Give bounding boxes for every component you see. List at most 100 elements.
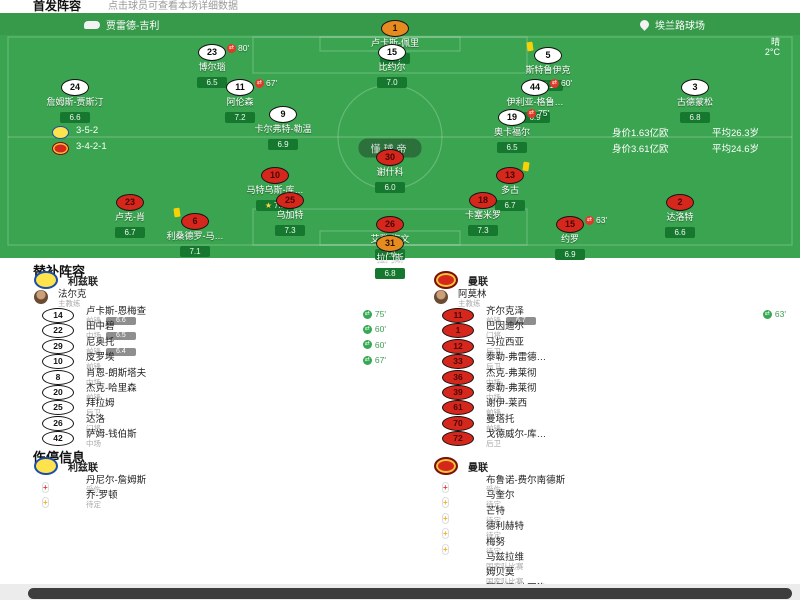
player-marker-away-30[interactable]: 30 谢什科 6.0 bbox=[330, 147, 450, 195]
team-name: 曼联 bbox=[468, 276, 488, 288]
sub-player-rating: 6.5 bbox=[106, 332, 136, 341]
sub-player-info: 肖恩-朗斯塔夫 中场 bbox=[86, 368, 146, 387]
temperature-text: 2°C bbox=[764, 47, 780, 57]
player-number: 24 bbox=[61, 79, 89, 96]
pitch: 贾雷德-吉利 埃兰路球场 晴 2°C 懂球帝 3-5-2 身价1.63亿欧 平均… bbox=[0, 13, 800, 279]
sub-player-info: 杰克-哈里森 前锋 bbox=[86, 384, 137, 402]
sub-player-position: 中场 bbox=[86, 439, 101, 449]
sub-off-time: 67' bbox=[266, 78, 278, 88]
sub-player-number: 26 bbox=[42, 415, 74, 431]
sub-player-position: 后卫 bbox=[486, 346, 501, 356]
player-rating: 6.0 bbox=[375, 182, 405, 193]
sub-player-info: 尼奥托 前锋 6.4 bbox=[86, 338, 136, 356]
player-marker-home-11[interactable]: 11 ⇄ 67' 阿伦森 7.2 bbox=[180, 77, 300, 125]
player-marker-away-23[interactable]: 23 卢克-肖 6.7 bbox=[70, 192, 190, 240]
player-name: 斯特鲁伊克 bbox=[525, 65, 571, 75]
player-name: 卡塞米罗 bbox=[464, 210, 501, 220]
sub-player-position: 中场 bbox=[486, 393, 501, 402]
home-team-badge-icon bbox=[34, 457, 58, 475]
sub-on-icon: ⇄ bbox=[362, 355, 372, 365]
sub-off-icon: ⇄ bbox=[527, 108, 536, 118]
sub-player-meta: 中场 6.5 bbox=[86, 332, 136, 341]
sub-player-number: 1 bbox=[442, 323, 474, 339]
venue-block: 埃兰路球场 bbox=[638, 17, 705, 32]
sub-on-time: 67' bbox=[374, 355, 386, 366]
injury-player-info: 梅努 待定 bbox=[486, 537, 505, 556]
player-rating: 7.2 bbox=[225, 112, 255, 123]
player-name: 卢克-肖 bbox=[115, 212, 145, 222]
injury-player-info: 乔-罗顿 待定 bbox=[86, 491, 118, 509]
sub-player-number: 20 bbox=[42, 385, 74, 400]
injury-player-info: 芒特 待定 bbox=[486, 507, 505, 525]
injury-player-name: 芒特 bbox=[486, 505, 506, 517]
player-rating: 7.3 bbox=[275, 225, 305, 236]
sub-off-indicator: ⇄ 80' bbox=[227, 43, 249, 53]
player-rating: 6.7 bbox=[495, 200, 525, 211]
cross-pill: + bbox=[42, 482, 49, 493]
player-name: 詹姆斯-贾斯汀 bbox=[46, 97, 104, 107]
weather-text: 晴 bbox=[770, 37, 780, 47]
sub-player-name: 齐尔克泽 bbox=[486, 306, 525, 317]
player-marker-away-18[interactable]: 18 卡塞米罗 7.3 bbox=[423, 190, 543, 238]
team-name: 曼联 bbox=[468, 462, 488, 474]
sub-player-info: 马拉西亚 后卫 bbox=[486, 338, 524, 356]
player-marker-away-25[interactable]: 25 乌加特 7.3 bbox=[230, 190, 350, 238]
player-marker-away-15[interactable]: 15 ⇄ 63' 约罗 6.9 bbox=[510, 214, 630, 262]
sub-player-meta: 中场 bbox=[486, 394, 537, 402]
weather-block: 晴 2°C bbox=[765, 37, 780, 57]
player-marker-away-6[interactable]: 6 利桑德罗-马… 7.1 bbox=[135, 207, 255, 259]
player-name: 多古 bbox=[500, 185, 519, 195]
cross-pill: + bbox=[42, 497, 49, 509]
sub-player-name: 马拉西亚 bbox=[486, 336, 525, 348]
sub-player-position: 中场 bbox=[486, 377, 501, 387]
player-name: 阿伦森 bbox=[226, 97, 254, 107]
sub-player-info: 达洛 门将 bbox=[86, 415, 105, 433]
sub-player-info: 齐尔克泽 前锋 6.7 bbox=[486, 307, 536, 325]
player-marker-home-24[interactable]: 24 詹姆斯-贾斯汀 6.6 bbox=[15, 77, 135, 125]
doubtful-cross-icon: + bbox=[42, 492, 49, 510]
injury-player-name: 马兹拉维 bbox=[486, 552, 525, 563]
sub-player-number: 36 bbox=[442, 369, 474, 385]
coach-name: 阿莫林 bbox=[458, 289, 487, 300]
injuries-team-row-away: 曼联 bbox=[434, 457, 488, 475]
injuries-team-row-home: 利兹联 bbox=[34, 457, 98, 475]
injury-player-name: 丹尼尔-詹姆斯 bbox=[86, 475, 147, 486]
sub-player-position: 后卫 bbox=[486, 439, 501, 449]
sub-player-position: 前锋 bbox=[486, 423, 501, 433]
injury-status: 待定 bbox=[486, 531, 501, 541]
coach-row-away[interactable]: 阿莫林 主教练 bbox=[434, 290, 487, 308]
player-marker-home-9[interactable]: 9 卡尔弗特-勒温 6.9 bbox=[223, 104, 343, 152]
player-marker-home-15[interactable]: 15 比约尔 7.0 bbox=[332, 42, 452, 90]
page-title: 首发阵容 bbox=[33, 0, 82, 13]
player-number: 6 bbox=[181, 213, 209, 230]
player-marker-home-23[interactable]: 23 ⇄ 80' 博尔瑙 6.5 bbox=[152, 42, 272, 90]
coach-row-home[interactable]: 法尔克 主教练 bbox=[34, 290, 87, 308]
injury-player-name: 乔-罗顿 bbox=[86, 490, 118, 502]
player-marker-home-44[interactable]: 44 ⇄ 60' 伊利亚-格鲁… 6.9 bbox=[475, 77, 595, 125]
player-name: 博尔瑙 bbox=[198, 62, 226, 72]
player-marker-home-19[interactable]: 19 ⇄ 75' 奥卡福尔 6.5 bbox=[452, 107, 572, 155]
player-rating: 7.0 bbox=[377, 77, 407, 88]
coach-info: 阿莫林 主教练 bbox=[458, 290, 487, 308]
sub-player-meta: 前锋 bbox=[86, 363, 115, 371]
player-marker-away-31[interactable]: 31 拉门斯 6.8 bbox=[330, 233, 450, 281]
player-name: 达洛特 bbox=[666, 212, 694, 222]
player-name: 卡尔弗特-勒温 bbox=[254, 124, 312, 134]
sub-player-position: 前锋 bbox=[86, 362, 101, 372]
player-marker-away-2[interactable]: 2 达洛特 6.6 bbox=[620, 192, 740, 240]
sub-player-position: 前锋 bbox=[86, 316, 101, 325]
home-badge-icon bbox=[52, 126, 69, 139]
player-marker-away-13[interactable]: 13 多古 6.7 bbox=[450, 161, 570, 213]
bottom-banner[interactable] bbox=[28, 588, 792, 599]
sub-player-number: 25 bbox=[42, 400, 74, 416]
sub-player-meta: 门将 bbox=[86, 424, 105, 433]
sub-player-meta: 中场 bbox=[86, 378, 146, 387]
player-marker-home-3[interactable]: 3 古德蒙松 6.8 bbox=[635, 77, 755, 125]
sub-player-info: 谢伊-莱西 前锋 bbox=[486, 399, 527, 417]
injury-status: 待定 bbox=[486, 500, 501, 510]
subs-home-column: 利兹联 法尔克 主教练 14 卢卡斯-恩梅查 前锋 6.6 ⇄ 75' 22 田中碧 中场 6.5 ⇄ 60… bbox=[20, 271, 400, 449]
sub-player-position: 前锋 bbox=[86, 346, 101, 356]
coach-name: 法尔克 bbox=[58, 289, 87, 300]
home-avg-age: 平均26.3岁 bbox=[712, 128, 759, 139]
injury-player-info: 布鲁诺-费尔南德斯 受伤 bbox=[486, 476, 565, 494]
